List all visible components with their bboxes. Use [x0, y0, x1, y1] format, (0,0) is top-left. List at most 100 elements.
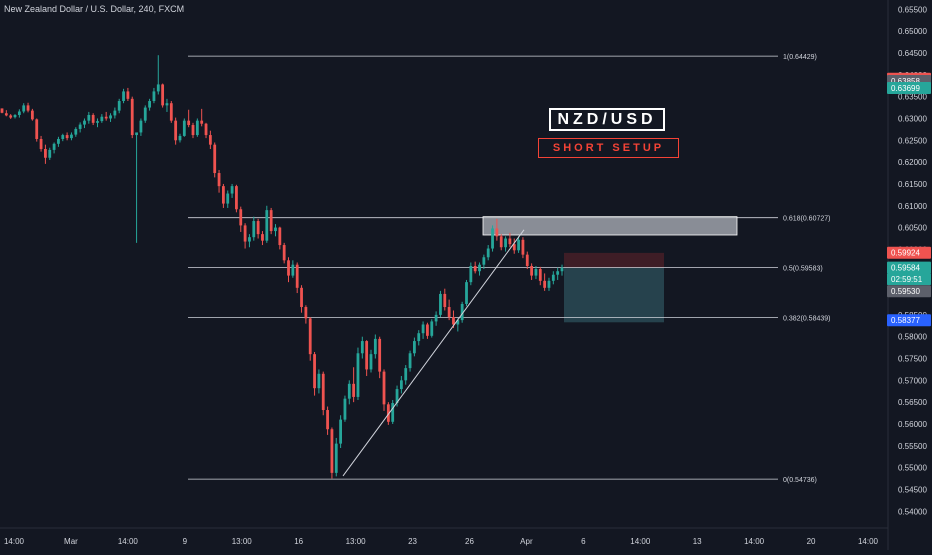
- candle-body: [321, 373, 325, 411]
- candle-body: [343, 398, 347, 420]
- candle-body: [482, 257, 486, 265]
- candle-body: [109, 115, 112, 119]
- candle-body: [291, 264, 295, 276]
- candle-body: [235, 186, 238, 210]
- price-badge-label: 0.63699: [891, 84, 920, 93]
- candle-body: [334, 443, 338, 473]
- candle-body: [35, 119, 39, 139]
- candle-body: [100, 116, 104, 122]
- time-tick-label: 14:00: [4, 537, 25, 546]
- candle-body: [191, 125, 195, 136]
- candle-body: [148, 101, 151, 108]
- time-tick-label: 14:00: [630, 537, 651, 546]
- candle-body: [499, 236, 503, 248]
- candle-body: [495, 228, 499, 237]
- candle-body: [230, 186, 234, 194]
- time-tick-label: 13:00: [346, 537, 367, 546]
- candle-body: [208, 135, 212, 145]
- resistance-zone: [482, 216, 738, 236]
- candle-body: [421, 324, 425, 334]
- candle-body: [221, 186, 225, 204]
- candle-body: [252, 221, 256, 238]
- setup-label: SHORT SETUP: [538, 138, 679, 158]
- candle-body: [525, 254, 529, 266]
- candle-body: [4, 113, 8, 116]
- candle-body: [521, 239, 525, 255]
- candle-body: [434, 314, 438, 322]
- price-tick-label: 0.61500: [898, 180, 927, 189]
- candle-body: [113, 110, 117, 116]
- candle-body: [200, 120, 204, 124]
- price-tick-label: 0.56000: [898, 420, 927, 429]
- price-tick-label: 0.57500: [898, 355, 927, 364]
- candle-body: [248, 237, 251, 242]
- candle-body: [287, 260, 290, 276]
- candle-body: [126, 91, 130, 99]
- candle-body: [547, 280, 551, 288]
- candle-body: [48, 149, 52, 158]
- price-badge-label: 0.59530: [891, 287, 920, 296]
- candle-body: [169, 103, 173, 121]
- time-tick-label: 16: [294, 537, 303, 546]
- price-badge: [887, 246, 931, 259]
- time-tick-label: Mar: [64, 537, 78, 546]
- candle-body: [265, 210, 269, 241]
- price-tick-label: 0.64500: [898, 49, 927, 58]
- price-badge: [887, 81, 931, 94]
- candle-body: [512, 244, 516, 251]
- candle-body: [44, 149, 47, 158]
- candle-body: [382, 371, 386, 405]
- fib-level-label: 0.618(0.60727): [783, 216, 830, 223]
- candle-body: [57, 138, 60, 144]
- price-tick-label: 0.63500: [898, 93, 927, 102]
- candle-body: [360, 341, 364, 354]
- candle-body: [560, 267, 564, 272]
- candle-body: [65, 135, 69, 139]
- candle-body: [195, 120, 199, 136]
- candle-body: [104, 116, 108, 119]
- fib-level-label: 0(0.54736): [783, 477, 817, 484]
- fib-level-label: 1(0.64429): [783, 54, 817, 61]
- price-badge: [887, 261, 931, 274]
- trendline: [342, 229, 525, 477]
- candle-body: [517, 239, 520, 251]
- price-tick-label: 0.65500: [898, 5, 927, 14]
- price-tick-label: 0.62000: [898, 158, 927, 167]
- candle-body: [187, 120, 191, 126]
- candle-body: [30, 110, 34, 120]
- candle-body: [52, 143, 56, 150]
- stop-loss-zone: [564, 252, 664, 268]
- candle-body: [391, 403, 395, 422]
- price-tick-label: 0.58000: [898, 333, 927, 342]
- candle-body: [70, 134, 73, 139]
- candle-body: [373, 338, 377, 355]
- candle-body: [135, 132, 138, 136]
- candle-body: [274, 227, 277, 232]
- candle-body: [330, 429, 334, 473]
- price-badge-label: 0.59584: [891, 264, 920, 273]
- price-tick-label: 0.65000: [898, 27, 927, 36]
- time-tick-label: 13:00: [232, 537, 253, 546]
- candle-body: [378, 338, 382, 372]
- candle-body: [78, 124, 82, 129]
- candle-body: [165, 103, 169, 106]
- candle-body: [413, 341, 416, 354]
- candle-body: [74, 128, 78, 135]
- candle-body: [317, 373, 321, 389]
- symbol-title: New Zealand Dollar / U.S. Dollar, 240, F…: [4, 4, 185, 14]
- candle-body: [243, 225, 247, 242]
- candle-body: [508, 238, 512, 245]
- candle-body: [452, 317, 455, 325]
- price-tick-label: 0.57000: [898, 376, 927, 385]
- price-tick-label: 0.62500: [898, 136, 927, 145]
- candle-body: [538, 269, 542, 281]
- price-tick-label: 0.54500: [898, 485, 927, 494]
- candle-body: [347, 383, 351, 399]
- candle-body: [313, 354, 316, 389]
- candle-body: [0, 108, 4, 113]
- candle-body: [239, 209, 243, 226]
- candle-body: [22, 105, 26, 112]
- candle-body: [226, 193, 230, 204]
